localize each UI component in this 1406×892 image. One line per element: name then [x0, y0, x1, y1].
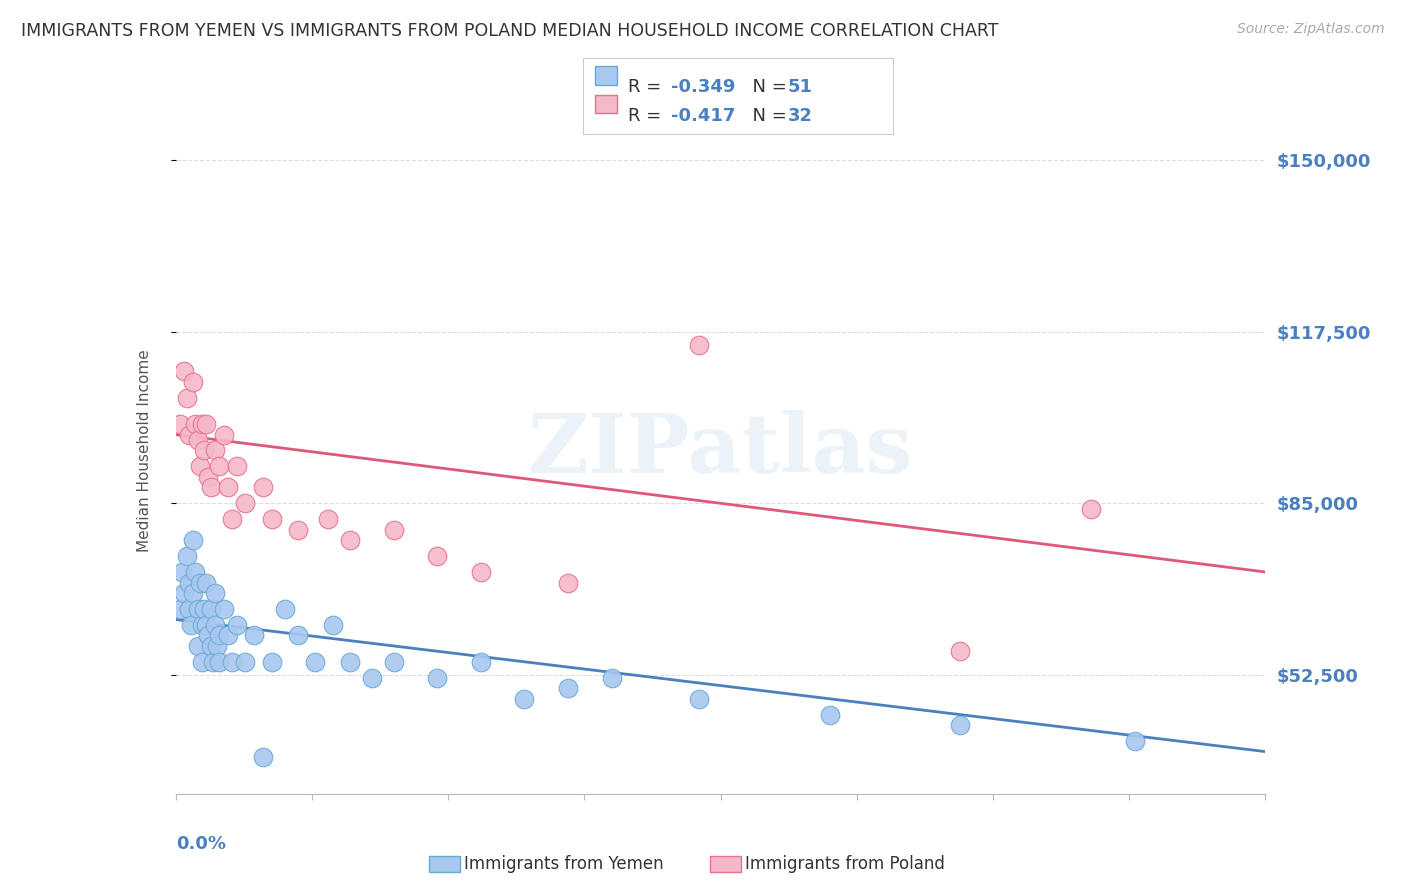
Point [186, 433, 209, 447]
Point [193, 443, 215, 458]
Point [177, 602, 200, 616]
Point [204, 617, 226, 632]
Point [173, 364, 195, 378]
Text: -0.417: -0.417 [671, 107, 735, 125]
Point [200, 602, 222, 616]
Point [197, 470, 219, 484]
Point [243, 628, 266, 642]
Point [212, 427, 235, 442]
Point [217, 480, 239, 494]
Point [191, 655, 214, 669]
Point [688, 691, 710, 706]
Point [260, 655, 283, 669]
Point [1080, 501, 1102, 516]
Text: -0.349: -0.349 [671, 78, 735, 95]
Point [204, 443, 226, 458]
Point [287, 628, 309, 642]
Text: ZIPatlas: ZIPatlas [527, 410, 914, 491]
Text: IMMIGRANTS FROM YEMEN VS IMMIGRANTS FROM POLAND MEDIAN HOUSEHOLD INCOME CORRELAT: IMMIGRANTS FROM YEMEN VS IMMIGRANTS FROM… [21, 22, 998, 40]
Point [197, 628, 219, 642]
Point [191, 617, 214, 632]
Point [260, 512, 283, 526]
Point [235, 496, 257, 510]
Point [318, 512, 340, 526]
Point [184, 417, 207, 431]
Text: R =: R = [628, 107, 668, 125]
Point [252, 750, 274, 764]
Text: Source: ZipAtlas.com: Source: ZipAtlas.com [1237, 22, 1385, 37]
Point [186, 639, 209, 653]
Point [181, 533, 204, 548]
Point [949, 644, 972, 658]
Point [177, 427, 200, 442]
Text: N =: N = [741, 107, 793, 125]
Point [221, 655, 243, 669]
Point [513, 691, 536, 706]
Point [426, 671, 449, 685]
Point [470, 655, 492, 669]
Text: 51: 51 [787, 78, 813, 95]
Point [225, 617, 247, 632]
Point [208, 459, 231, 474]
Point [181, 586, 204, 600]
Text: R =: R = [628, 78, 668, 95]
Point [339, 655, 361, 669]
Point [176, 391, 198, 405]
Point [382, 523, 405, 537]
Point [204, 586, 226, 600]
Y-axis label: Median Household Income: Median Household Income [138, 349, 152, 552]
Point [201, 655, 224, 669]
Point [208, 655, 231, 669]
Point [193, 602, 215, 616]
Point [1123, 734, 1146, 748]
Point [191, 417, 214, 431]
Point [200, 639, 222, 653]
Point [169, 417, 191, 431]
Point [557, 575, 579, 590]
Text: Immigrants from Yemen: Immigrants from Yemen [464, 855, 664, 873]
Text: N =: N = [741, 78, 793, 95]
Point [557, 681, 579, 696]
Point [180, 617, 202, 632]
Point [287, 523, 309, 537]
Point [217, 628, 239, 642]
Point [186, 602, 209, 616]
Point [188, 575, 211, 590]
Point [382, 655, 405, 669]
Point [252, 480, 274, 494]
Point [688, 338, 710, 352]
Point [195, 575, 218, 590]
Point [949, 718, 972, 732]
Point [818, 707, 841, 722]
Point [360, 671, 382, 685]
Point [322, 617, 344, 632]
Point [176, 549, 198, 563]
Point [208, 628, 231, 642]
Point [184, 565, 207, 579]
Point [169, 602, 191, 616]
Point [205, 639, 228, 653]
Point [225, 459, 247, 474]
Point [188, 459, 211, 474]
Point [181, 375, 204, 389]
Point [172, 565, 194, 579]
Point [304, 655, 326, 669]
Point [195, 417, 218, 431]
Point [177, 575, 200, 590]
Point [173, 586, 195, 600]
Text: 0.0%: 0.0% [176, 835, 226, 853]
Text: 32: 32 [787, 107, 813, 125]
Point [470, 565, 492, 579]
Point [426, 549, 449, 563]
Point [212, 602, 235, 616]
Point [235, 655, 257, 669]
Point [274, 602, 297, 616]
Point [195, 617, 218, 632]
Text: Immigrants from Poland: Immigrants from Poland [745, 855, 945, 873]
Point [600, 671, 623, 685]
Point [339, 533, 361, 548]
Point [200, 480, 222, 494]
Point [221, 512, 243, 526]
